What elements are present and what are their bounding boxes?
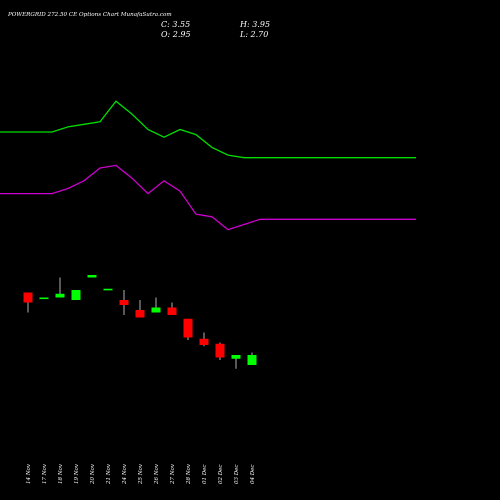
candle-4 — [71, 290, 81, 300]
x-tick-label: 24 Nov — [122, 463, 128, 485]
candle-body — [215, 343, 225, 358]
candle-body — [103, 288, 113, 291]
candle-15 — [247, 352, 257, 365]
candle-7 — [119, 290, 129, 315]
x-tick-label: 20 Nov — [90, 463, 96, 485]
candles — [23, 275, 257, 369]
candle-9 — [151, 297, 161, 313]
candle-body — [183, 318, 193, 338]
candle-body — [135, 310, 145, 318]
candle-10 — [167, 302, 177, 315]
candle-body — [231, 355, 241, 359]
candle-12 — [199, 332, 209, 347]
x-tick-label: 18 Nov — [58, 463, 64, 484]
chart-title: POWERGRID 272.50 CE Options Chart Munafa… — [7, 12, 172, 18]
moving-average-lines — [0, 100, 416, 231]
low-readout: L: 2.70 — [239, 30, 268, 39]
candle-11 — [183, 318, 193, 340]
candle-5 — [87, 275, 97, 278]
candle-body — [39, 297, 49, 300]
candle-body — [199, 338, 209, 345]
x-axis-labels: 14 Nov 17 Nov 18 Nov 19 Nov 20 Nov 21 Nov 24 N… — [26, 463, 256, 485]
moving-average-line-1 — [0, 100, 416, 159]
candle-body — [247, 355, 257, 365]
candle-body — [151, 307, 161, 313]
x-tick-label: 03 Dec — [234, 465, 240, 485]
candle-2 — [39, 297, 49, 300]
x-tick-label: 21 Nov — [106, 463, 112, 485]
candle-14 — [231, 355, 241, 369]
x-tick-label: 01 Dec — [202, 465, 208, 485]
open-readout: O: 2.95 — [161, 30, 191, 39]
candle-body — [167, 307, 177, 315]
x-tick-label: 27 Nov — [170, 463, 176, 485]
candle-body — [23, 292, 33, 303]
x-tick-label: 26 Nov — [154, 463, 160, 485]
candle-body — [119, 300, 129, 305]
x-tick-label: 25 Nov — [138, 463, 144, 485]
x-tick-label: 28 Nov — [186, 463, 192, 485]
moving-average-line-2 — [0, 164, 416, 231]
x-tick-label: 04 Dec — [250, 465, 256, 485]
candle-body — [87, 275, 97, 278]
candle-8 — [135, 300, 145, 318]
x-tick-label: 14 Nov — [26, 463, 32, 484]
candle-6 — [103, 288, 113, 291]
candle-3 — [55, 277, 65, 298]
high-readout: H: 3.95 — [239, 20, 270, 29]
close-readout: C: 3.55 — [161, 20, 190, 29]
candle-body — [55, 293, 65, 298]
x-tick-label: 17 Nov — [42, 463, 48, 484]
x-tick-label: 19 Nov — [74, 463, 80, 484]
candle-13 — [215, 342, 225, 360]
x-tick-label: 02 Dec — [218, 465, 224, 485]
candle-1 — [23, 292, 33, 313]
candle-body — [71, 290, 81, 300]
